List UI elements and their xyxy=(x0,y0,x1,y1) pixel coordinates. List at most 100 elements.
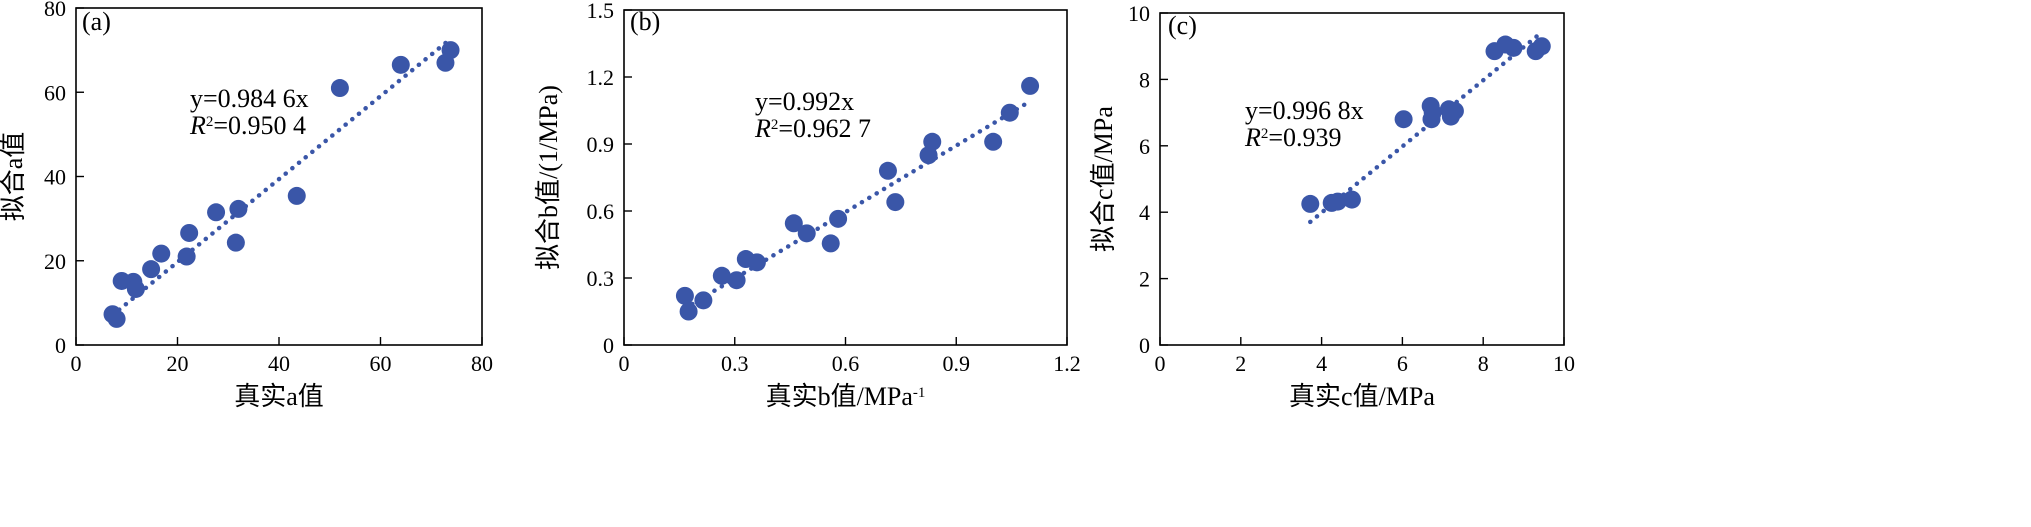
x-axis-ticks: 0 20 40 60 80 xyxy=(71,337,493,376)
data-point xyxy=(107,309,126,328)
data-point xyxy=(287,186,306,205)
data-point xyxy=(1423,103,1442,122)
data-point xyxy=(1532,37,1551,56)
y-axis-title: 拟合b值/(1/MPa) xyxy=(534,85,563,270)
x-axis-title: 真实b值/MPa-1 xyxy=(766,382,926,411)
y-tick-label: 6 xyxy=(1139,134,1150,159)
x-tick-label: 2 xyxy=(1235,351,1246,376)
y-tick-label: 60 xyxy=(44,80,66,105)
data-point xyxy=(1445,101,1464,120)
panel-label: (b) xyxy=(630,7,660,36)
fit-equation: y=0.992x xyxy=(755,87,854,116)
y-tick-label: 80 xyxy=(44,0,66,21)
y-tick-label: 0 xyxy=(55,333,66,358)
trend-line xyxy=(1308,30,1545,225)
data-points xyxy=(675,76,1040,321)
y-tick-label: 0.9 xyxy=(587,132,615,157)
x-tick-label: 0 xyxy=(619,351,630,376)
y-tick-label: 10 xyxy=(1128,1,1150,26)
x-tick-label: 4 xyxy=(1316,351,1327,376)
y-axis-title: 拟合c值/MPa xyxy=(1089,106,1118,252)
x-axis-ticks: 0 2 4 6 8 10 xyxy=(1155,337,1575,376)
y-axis-ticks: 0 0.3 0.6 0.9 1.2 1.5 xyxy=(587,0,632,358)
fit-equation: y=0.984 6x xyxy=(190,84,309,113)
data-point xyxy=(694,291,713,310)
r-squared: R2=0.939 xyxy=(1244,123,1342,152)
trend-line xyxy=(110,36,453,318)
y-tick-label: 0.6 xyxy=(587,199,615,224)
x-tick-label: 20 xyxy=(167,351,189,376)
panel-label: (c) xyxy=(1168,11,1197,40)
y-axis-title: 拟合a值 xyxy=(0,132,28,222)
x-tick-label: 10 xyxy=(1553,351,1575,376)
fit-equation: y=0.996 8x xyxy=(1245,96,1364,125)
y-tick-label: 1.2 xyxy=(587,65,615,90)
x-tick-label: 60 xyxy=(370,351,392,376)
plot-frame xyxy=(1159,12,1565,346)
panel-label: (a) xyxy=(82,7,111,36)
data-point xyxy=(1000,103,1019,122)
y-axis-ticks: 0 2 4 6 8 10 xyxy=(1128,1,1168,358)
x-tick-label: 80 xyxy=(471,351,493,376)
x-tick-label: 40 xyxy=(268,351,290,376)
data-point xyxy=(1328,192,1347,211)
y-tick-label: 2 xyxy=(1139,267,1150,292)
y-axis-ticks: 0 20 40 60 80 xyxy=(44,0,84,358)
data-point xyxy=(1301,194,1320,213)
data-point xyxy=(441,41,460,60)
data-point xyxy=(712,266,731,285)
data-points xyxy=(103,41,460,328)
data-point xyxy=(229,199,248,218)
trend-line-path xyxy=(1308,30,1545,225)
x-axis-title: 真实c值/MPa xyxy=(1289,382,1435,411)
data-point xyxy=(747,253,766,272)
data-point xyxy=(1021,76,1040,95)
data-point xyxy=(821,234,840,253)
data-point xyxy=(675,286,694,305)
y-tick-label: 0.3 xyxy=(587,266,615,291)
data-point xyxy=(391,55,410,74)
x-axis-title: 真实a值 xyxy=(234,382,324,411)
y-tick-label: 40 xyxy=(44,165,66,190)
data-point xyxy=(177,247,196,266)
y-tick-label: 0 xyxy=(603,333,614,358)
y-tick-label: 1.5 xyxy=(587,0,615,23)
trend-line-path xyxy=(110,36,453,318)
chart-panel-b: 0 0.3 0.6 0.9 1.2 0 0.3 0.6 0.9 1.2 1.5 (b) y=0.9… xyxy=(534,0,1081,411)
x-axis-ticks: 0 0.3 0.6 0.9 1.2 xyxy=(619,337,1081,376)
chart-panel-a: 0 20 40 60 80 0 20 40 60 80 (a) y=0.984 6x R2=0.… xyxy=(0,0,493,411)
data-point xyxy=(180,223,199,242)
y-tick-label: 8 xyxy=(1139,67,1150,92)
data-point xyxy=(330,79,349,98)
x-tick-label: 1.2 xyxy=(1053,351,1081,376)
x-tick-label: 0.3 xyxy=(721,351,749,376)
data-point xyxy=(1504,38,1523,57)
data-point xyxy=(226,233,245,252)
data-point xyxy=(126,279,145,298)
data-point xyxy=(1394,110,1413,129)
data-point xyxy=(878,161,897,180)
y-tick-label: 0 xyxy=(1139,333,1150,358)
data-point xyxy=(727,271,746,290)
data-point xyxy=(984,132,1003,151)
data-point xyxy=(207,203,226,222)
x-tick-label: 0.9 xyxy=(943,351,971,376)
x-tick-label: 8 xyxy=(1478,351,1489,376)
y-tick-label: 20 xyxy=(44,249,66,274)
data-point xyxy=(784,214,803,233)
r-squared: R2=0.962 7 xyxy=(754,114,871,143)
data-points xyxy=(1301,35,1551,213)
x-tick-label: 6 xyxy=(1397,351,1408,376)
y-tick-label: 4 xyxy=(1139,200,1150,225)
data-point xyxy=(142,260,161,279)
x-tick-label: 0.6 xyxy=(832,351,860,376)
data-point xyxy=(923,132,942,151)
x-tick-label: 0 xyxy=(1155,351,1166,376)
data-point xyxy=(679,302,698,321)
data-point xyxy=(1342,190,1361,209)
x-tick-label: 0 xyxy=(71,351,82,376)
data-point xyxy=(797,224,816,243)
data-point xyxy=(829,209,848,228)
